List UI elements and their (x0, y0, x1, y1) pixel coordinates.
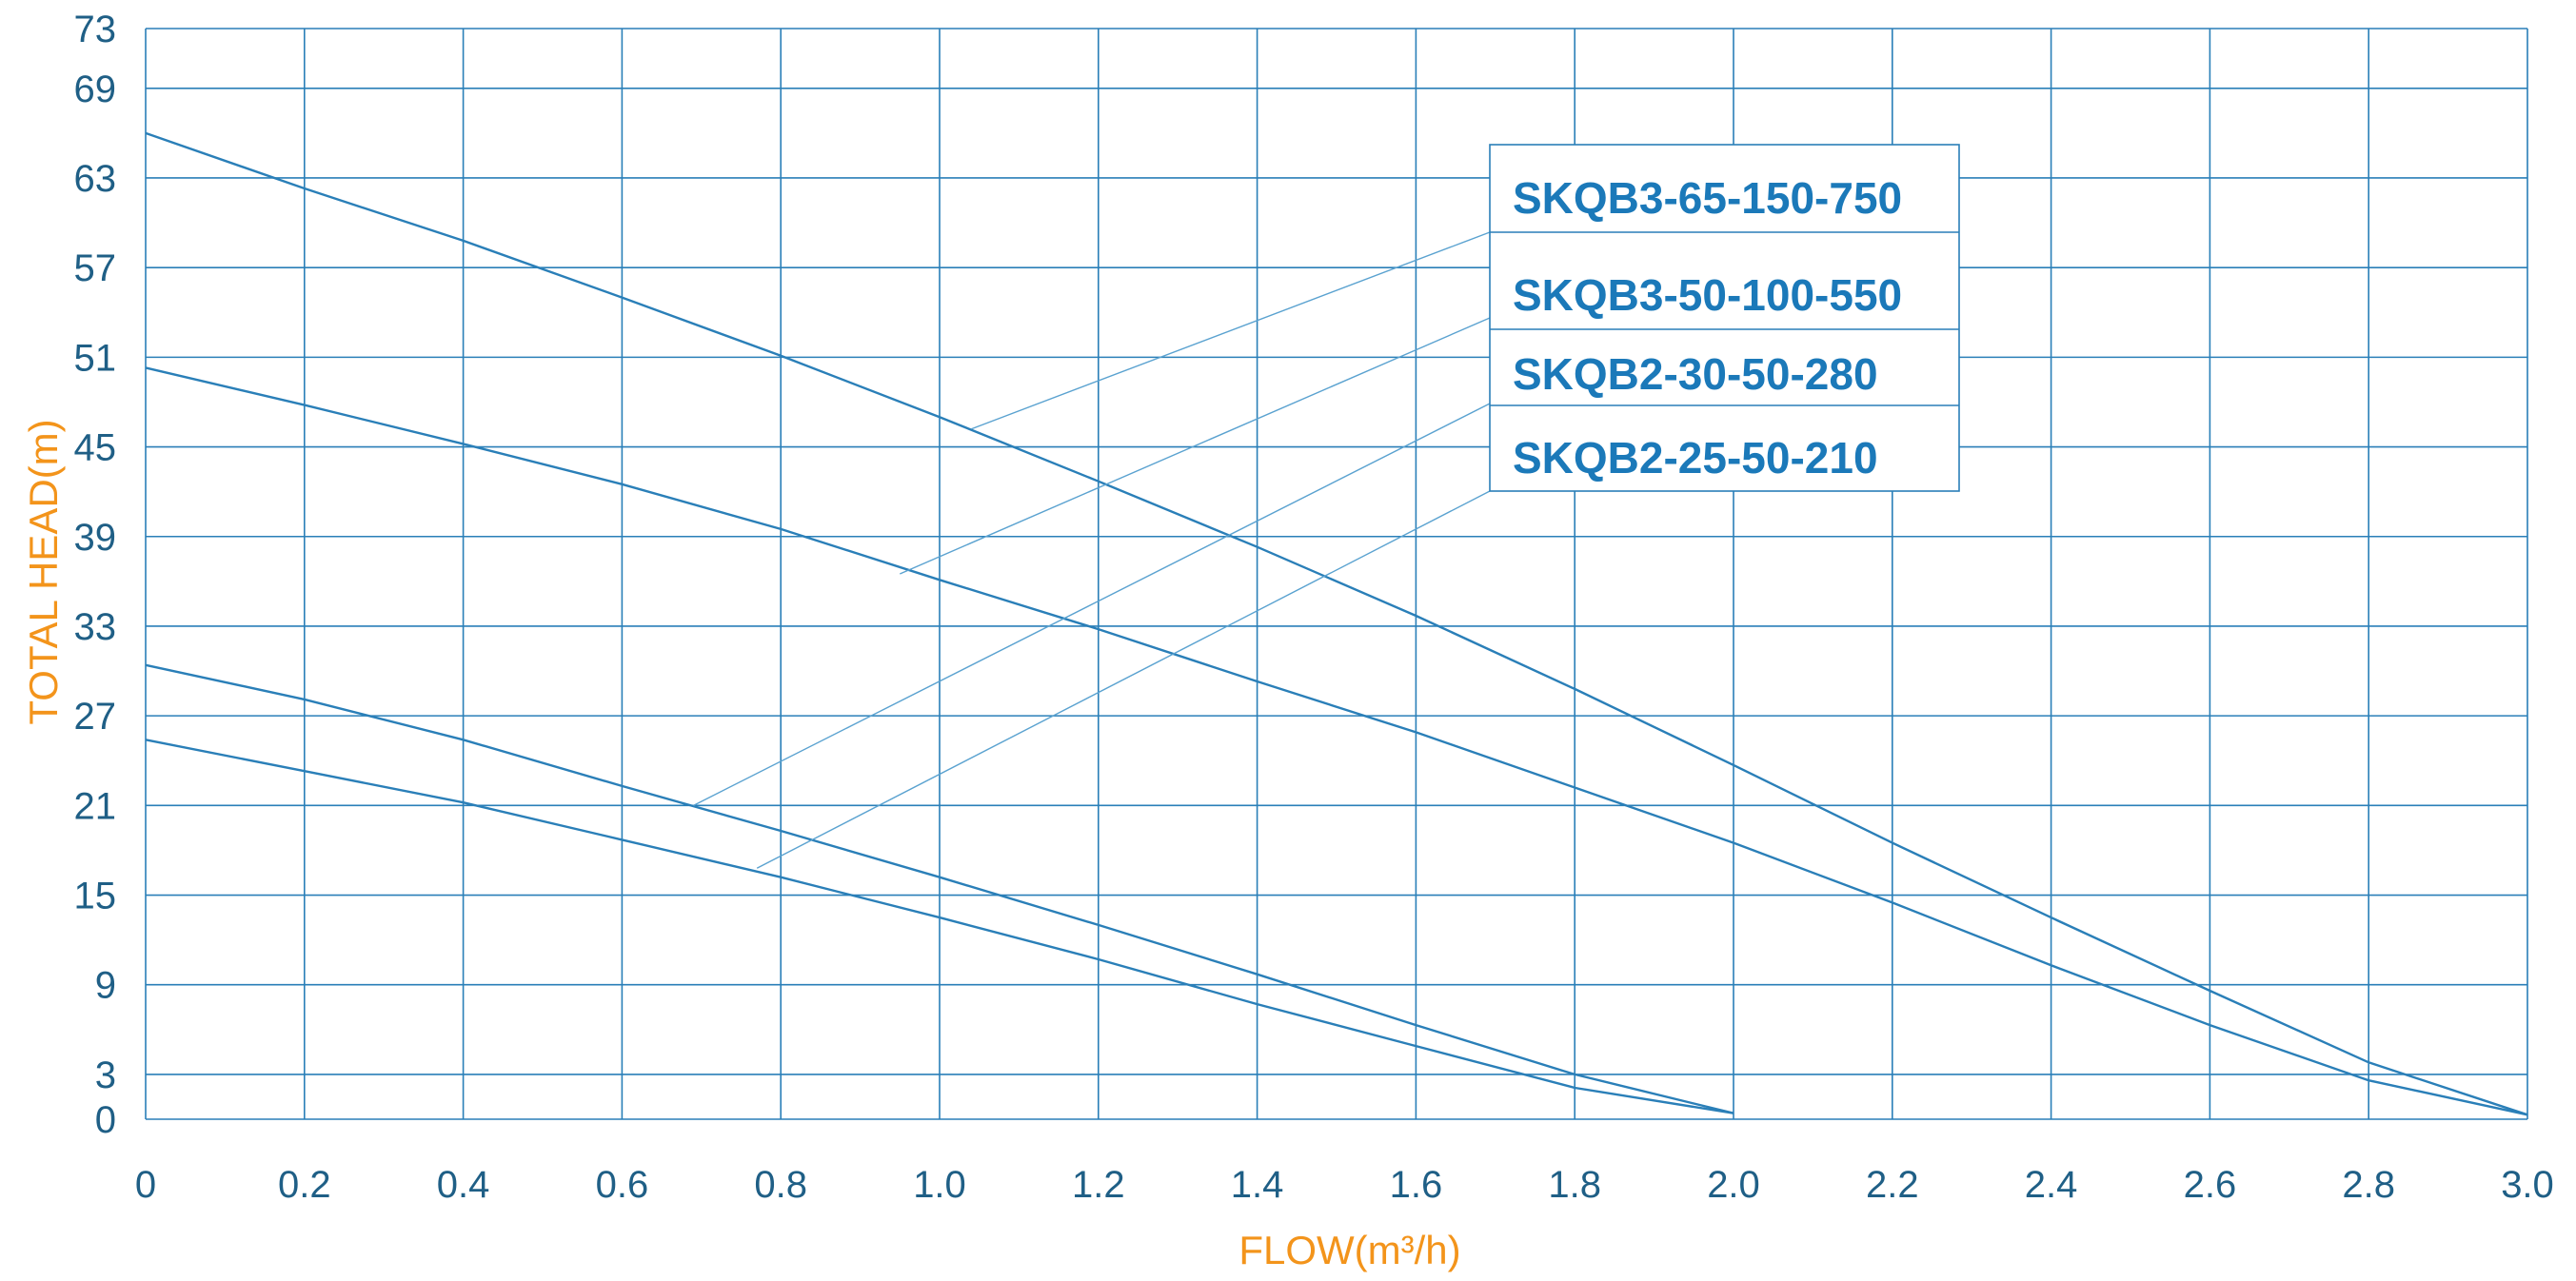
y-tick-label: 57 (74, 247, 117, 289)
y-tick-label: 3 (95, 1054, 116, 1096)
leader-skqb2-30-50-280 (693, 403, 1491, 806)
curve-skqb3-50-100-550 (145, 366, 2528, 1116)
x-tick-label: 3.0 (2501, 1164, 2554, 1206)
x-tick-label: 1.6 (1390, 1164, 1443, 1206)
legend: SKQB3-65-150-750 SKQB3-50-100-550 SKQB2-30… (1489, 144, 1960, 492)
x-tick-labels: 0 0.2 0.4 0.6 0.8 1.0 1.2 1.4 1.6 1.8 2.0 2.2 2.4 2.6… (135, 1164, 2554, 1206)
legend-item-skqb2-25-50-210: SKQB2-25-50-210 (1513, 433, 1878, 483)
y-tick-label: 21 (74, 785, 117, 827)
legend-box (1489, 144, 1960, 492)
x-axis-title: FLOW(m³/h) (1238, 1228, 1460, 1272)
x-tick-label: 0 (135, 1164, 156, 1206)
y-tick-label: 9 (95, 965, 116, 1007)
x-tick-label: 2.4 (2025, 1164, 2078, 1206)
y-tick-label: 63 (74, 158, 117, 200)
y-tick-label: 69 (74, 69, 117, 110)
y-tick-label: 15 (74, 876, 117, 917)
y-axis-title: TOTAL HEAD(m) (21, 419, 66, 724)
curve-skqb2-25-50-210 (145, 739, 1734, 1114)
curves (145, 131, 2528, 1116)
leader-skqb3-50-100-550 (900, 317, 1491, 575)
leader-skqb3-65-150-750 (971, 231, 1491, 430)
y-tick-label: 51 (74, 337, 117, 379)
x-tick-label: 0.4 (437, 1164, 490, 1206)
x-tick-label: 1.8 (1548, 1164, 1601, 1206)
x-tick-label: 1.4 (1231, 1164, 1284, 1206)
x-tick-label: 1.2 (1072, 1164, 1125, 1206)
x-tick-label: 2.8 (2342, 1164, 2395, 1206)
legend-item-skqb3-65-150-750: SKQB3-65-150-750 (1513, 173, 1902, 223)
legend-item-skqb2-30-50-280: SKQB2-30-50-280 (1513, 349, 1878, 399)
leader-skqb2-25-50-210 (756, 490, 1491, 869)
x-tick-label: 2.6 (2184, 1164, 2237, 1206)
y-tick-label: 27 (74, 696, 117, 738)
x-tick-label: 0.8 (754, 1164, 807, 1206)
y-tick-label: 45 (74, 427, 117, 469)
y-tick-label: 73 (74, 9, 117, 50)
x-tick-label: 2.2 (1866, 1164, 1919, 1206)
curve-skqb3-65-150-750 (145, 131, 2528, 1116)
x-tick-label: 0.6 (596, 1164, 649, 1206)
legend-leader-lines (693, 231, 1491, 869)
y-tick-label: 0 (95, 1099, 116, 1141)
y-tick-label: 39 (74, 517, 117, 559)
y-tick-label: 33 (74, 606, 117, 648)
grid (145, 28, 2528, 1120)
x-tick-label: 0.2 (278, 1164, 331, 1206)
x-tick-label: 2.0 (1707, 1164, 1760, 1206)
legend-item-skqb3-50-100-550: SKQB3-50-100-550 (1513, 270, 1902, 320)
x-tick-label: 1.0 (913, 1164, 966, 1206)
curve-skqb2-30-50-280 (145, 663, 1734, 1114)
